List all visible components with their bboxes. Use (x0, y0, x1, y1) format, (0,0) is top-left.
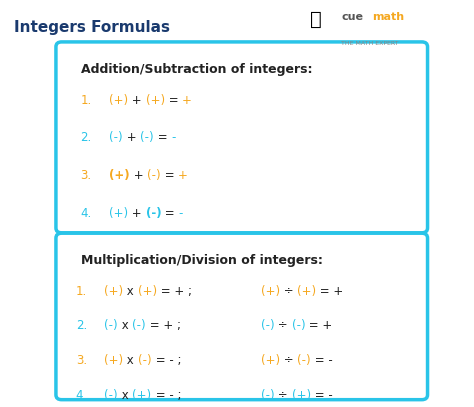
Text: ÷: ÷ (280, 354, 297, 367)
Text: x: x (118, 319, 132, 333)
Text: (+): (+) (138, 285, 157, 298)
Text: 3.: 3. (76, 354, 87, 367)
Text: 1.: 1. (81, 94, 92, 107)
Text: (+): (+) (132, 389, 152, 402)
Text: (-): (-) (297, 354, 311, 367)
Text: -: - (179, 207, 183, 220)
Text: (-): (-) (261, 389, 274, 402)
Text: Multiplication/Division of integers:: Multiplication/Division of integers: (81, 254, 322, 267)
Text: 3.: 3. (81, 169, 91, 182)
Text: (-): (-) (140, 131, 154, 144)
Text: = -: = - (311, 389, 333, 402)
Text: 🚀: 🚀 (310, 10, 322, 29)
Text: +: + (130, 169, 147, 182)
Text: -: - (171, 131, 175, 144)
Text: = - ;: = - ; (152, 389, 181, 402)
Text: (+): (+) (109, 207, 128, 220)
Text: +: + (178, 169, 188, 182)
Text: (-): (-) (132, 319, 146, 333)
Text: ÷: ÷ (274, 319, 292, 333)
Text: x: x (118, 389, 132, 402)
Text: (+): (+) (261, 354, 280, 367)
Text: (-): (-) (104, 319, 118, 333)
Text: Integers Formulas: Integers Formulas (14, 20, 170, 35)
Text: (-): (-) (261, 319, 274, 333)
Text: = - ;: = - ; (152, 354, 181, 367)
Text: = + ;: = + ; (146, 319, 181, 333)
Text: (-): (-) (104, 389, 118, 402)
Text: (+): (+) (292, 389, 311, 402)
Text: x: x (123, 354, 138, 367)
Text: cue: cue (341, 12, 363, 22)
Text: (-): (-) (147, 169, 161, 182)
Text: +: + (123, 131, 140, 144)
Text: math: math (372, 12, 404, 22)
Text: =: = (154, 131, 171, 144)
Text: (+): (+) (146, 94, 164, 107)
Text: ÷: ÷ (274, 389, 292, 402)
Text: = +: = + (316, 285, 344, 298)
Text: = +: = + (305, 319, 333, 333)
Text: (+): (+) (104, 285, 123, 298)
Text: 2.: 2. (76, 319, 87, 333)
Text: 1.: 1. (76, 285, 87, 298)
Text: ÷: ÷ (280, 285, 297, 298)
Text: = -: = - (311, 354, 333, 367)
Text: 2.: 2. (81, 131, 92, 144)
Text: x: x (123, 285, 138, 298)
Text: (-): (-) (292, 319, 305, 333)
Text: (-): (-) (138, 354, 152, 367)
Text: (+): (+) (297, 285, 316, 298)
Text: +: + (128, 207, 146, 220)
Text: (-): (-) (146, 207, 161, 220)
Text: (+): (+) (109, 169, 130, 182)
Text: =: = (161, 169, 178, 182)
FancyBboxPatch shape (56, 42, 428, 233)
Text: 4.: 4. (76, 389, 87, 402)
Text: 4.: 4. (81, 207, 92, 220)
Text: (-): (-) (109, 131, 123, 144)
Text: (+): (+) (261, 285, 280, 298)
Text: (+): (+) (109, 94, 128, 107)
Text: (+): (+) (104, 354, 123, 367)
FancyBboxPatch shape (56, 233, 428, 400)
Text: Addition/Subtraction of integers:: Addition/Subtraction of integers: (81, 63, 312, 76)
Text: = + ;: = + ; (157, 285, 192, 298)
Text: =: = (164, 94, 182, 107)
Text: +: + (182, 94, 192, 107)
Text: THE MATH EXPERT: THE MATH EXPERT (341, 41, 399, 46)
Text: +: + (128, 94, 146, 107)
Text: =: = (161, 207, 179, 220)
